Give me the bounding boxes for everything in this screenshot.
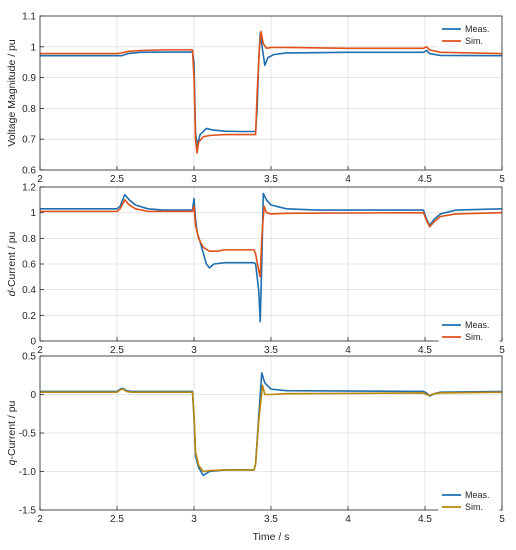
y-tick-label: 0.2: [22, 311, 36, 322]
y-axis-label: q-Current / pu: [6, 400, 18, 465]
y-tick-label: 0: [30, 337, 36, 348]
x-tick-label: 5: [499, 514, 505, 525]
legend-label: Meas.: [465, 320, 490, 330]
x-tick-label: 4.5: [418, 514, 432, 525]
legend-label: Sim.: [465, 332, 483, 342]
x-tick-label: 5: [499, 174, 505, 185]
legend: Meas. Sim.: [438, 487, 500, 515]
axes-box: [39, 15, 503, 171]
legend: Meas. Sim.: [438, 317, 500, 345]
legend-box: [438, 487, 500, 515]
y-tick-label: 0.5: [22, 352, 36, 363]
x-tick-label: 3.5: [264, 174, 278, 185]
x-tick-label: 2.5: [110, 345, 124, 356]
y-axis-label-rest: -Current / pu: [6, 231, 18, 290]
y-tick-label: 0.6: [22, 260, 36, 271]
legend: Meas. Sim.: [438, 21, 500, 49]
x-tick-label: 4: [345, 345, 351, 356]
legend-label: Meas.: [465, 24, 490, 34]
y-axis-label: Voltage Magnitude / pu: [6, 39, 18, 147]
x-tick-label: 5: [499, 345, 505, 356]
x-tick-label: 3.5: [264, 345, 278, 356]
x-tick-label: 4: [345, 174, 351, 185]
y-axis-label-italic: q: [6, 459, 18, 465]
series-line-sim: [40, 30, 503, 154]
legend-box: [438, 317, 500, 345]
y-tick-label: -1.0: [19, 467, 37, 478]
series-line-sim: [40, 384, 503, 473]
x-axis-label: Time / s: [253, 531, 290, 543]
x-tick-label: 3.5: [264, 514, 278, 525]
x-tick-label: 4.5: [418, 174, 432, 185]
x-tick-label: 3: [191, 514, 197, 525]
legend-label: Meas.: [465, 490, 490, 500]
y-tick-label: 0.4: [22, 285, 36, 296]
y-tick-label: 1: [30, 208, 36, 219]
y-tick-label: 1.2: [22, 183, 36, 194]
y-tick-label: 0.9: [22, 73, 36, 84]
y-tick-label: 0.6: [22, 166, 36, 177]
legend-label: Sim.: [465, 36, 483, 46]
chart-panel-1: 2 2.5 3 3.5 4 4.5 5 0.6 0.7 0.8 0.9 1 1.1 Voltage Mag…: [6, 12, 505, 186]
x-tick-label: 4.5: [418, 345, 432, 356]
chart-panel-3: 2 2.5 3 3.5 4 4.5 5 -1.5 -1.0 -0.5 0 0.5 q-Current /…: [6, 352, 505, 544]
series-line-sim: [40, 199, 503, 278]
x-tick-label: 2: [37, 174, 43, 185]
x-tick-label: 3: [191, 345, 197, 356]
y-axis-label-italic: d: [6, 289, 18, 296]
axes-box: [39, 186, 503, 342]
y-tick-label: 0: [30, 390, 36, 401]
y-axis-label: d-Current / pu: [6, 231, 18, 296]
y-tick-label: -0.5: [19, 429, 37, 440]
x-tick-label: 2.5: [110, 174, 124, 185]
y-tick-label: 0.8: [22, 104, 36, 115]
x-tick-label: 4: [345, 514, 351, 525]
x-tick-label: 2: [37, 345, 43, 356]
legend-box: [438, 21, 500, 49]
y-tick-label: 0.7: [22, 135, 36, 146]
x-tick-label: 2.5: [110, 514, 124, 525]
series-line-meas: [40, 32, 503, 147]
y-tick-label: 1.1: [22, 12, 36, 23]
legend-label: Sim.: [465, 502, 483, 512]
y-tick-label: 0.8: [22, 234, 36, 245]
y-tick-label: -1.5: [19, 506, 37, 517]
chart-panel-2: 2 2.5 3 3.5 4 4.5 5 0 0.2 0.4 0.6 0.8 1 1.2 d-Current …: [6, 183, 505, 357]
x-tick-label: 2: [37, 514, 43, 525]
axes-box: [39, 355, 503, 511]
y-axis-label-rest: -Current / pu: [6, 400, 18, 459]
x-tick-label: 3: [191, 174, 197, 185]
y-tick-label: 1: [30, 42, 36, 53]
